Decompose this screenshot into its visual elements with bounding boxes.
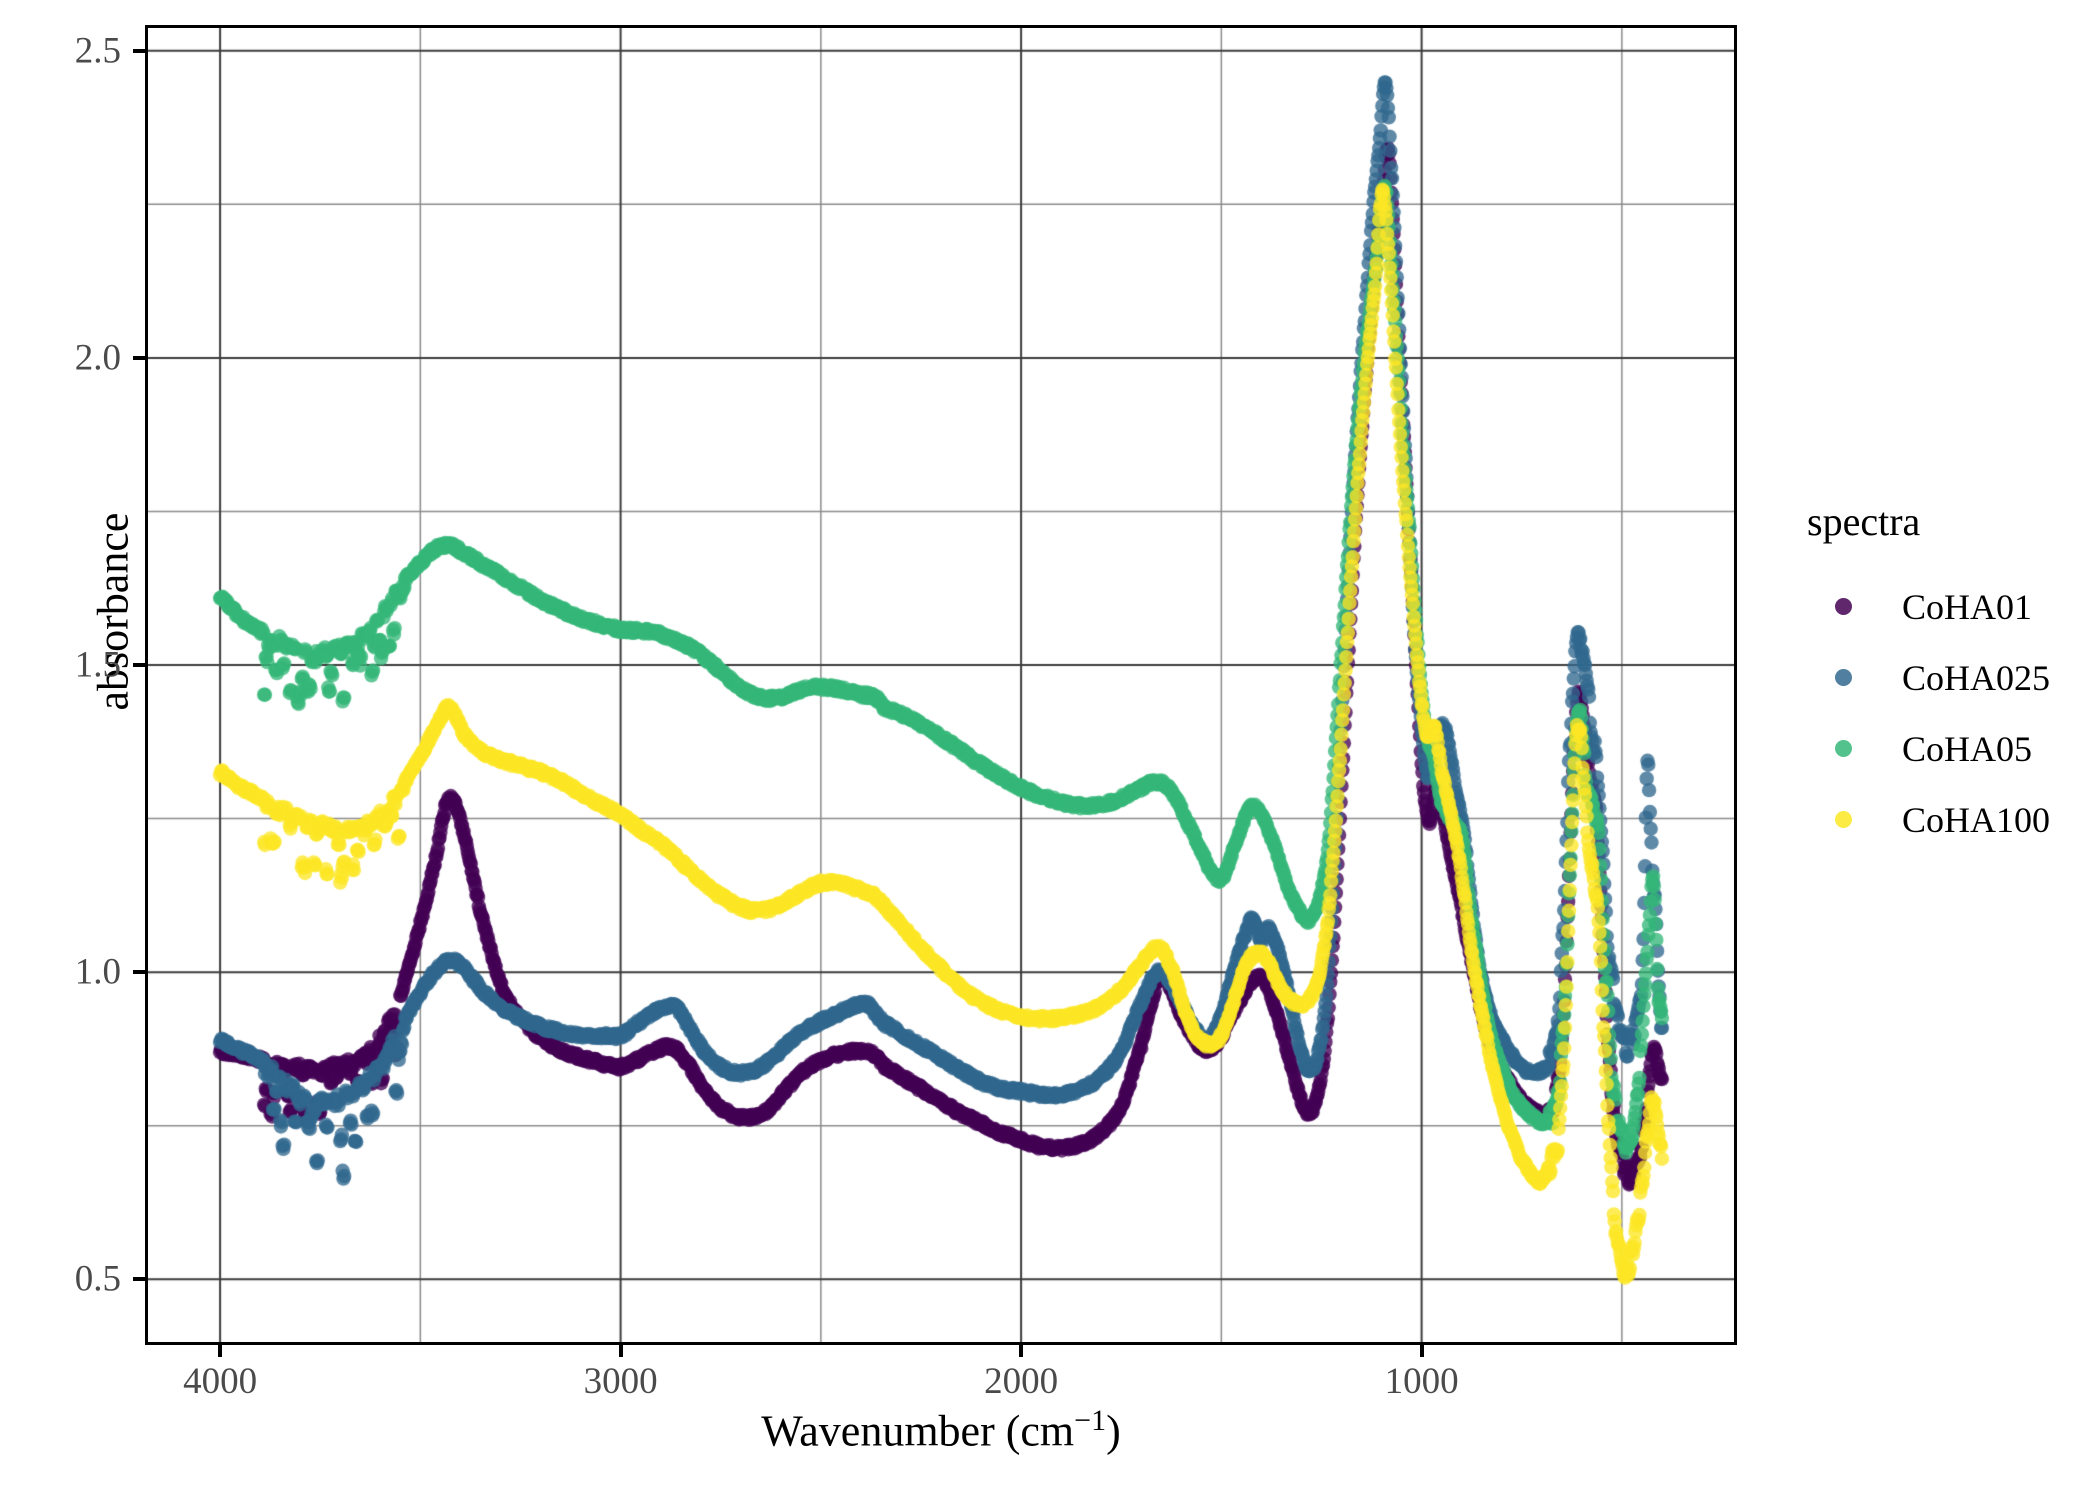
x-tick-mark bbox=[1019, 1345, 1024, 1357]
y-tick-mark bbox=[133, 1277, 145, 1282]
plot-panel bbox=[145, 25, 1737, 1345]
y-tick-label: 1.5 bbox=[74, 644, 121, 686]
y-tick-label: 1.0 bbox=[74, 951, 121, 993]
legend-key-dot-icon bbox=[1835, 669, 1852, 686]
y-tick-mark bbox=[133, 355, 145, 360]
x-axis-title: Wavenumber (cm−1) bbox=[761, 1404, 1120, 1457]
legend-item-coha100: CoHA100 bbox=[1807, 784, 2050, 855]
legend-title: spectra bbox=[1807, 499, 1921, 544]
legend-items: CoHA01 CoHA025 CoHA05 CoHA100 bbox=[1807, 571, 2050, 855]
legend-item-coha025: CoHA025 bbox=[1807, 642, 2050, 713]
legend-item-coha01: CoHA01 bbox=[1807, 571, 2050, 642]
legend-key-dot-icon bbox=[1835, 811, 1852, 828]
legend-item-label: CoHA100 bbox=[1902, 799, 2051, 840]
legend-key-dot-icon bbox=[1835, 598, 1852, 615]
x-axis-title-main: Wavenumber (cm bbox=[761, 1406, 1075, 1456]
legend-item-label: CoHA05 bbox=[1902, 728, 2033, 769]
x-tick-label: 1000 bbox=[1384, 1361, 1459, 1402]
x-tick-mark bbox=[618, 1345, 623, 1357]
x-tick-label: 4000 bbox=[183, 1361, 258, 1402]
x-axis-title-close: ) bbox=[1106, 1406, 1121, 1456]
y-tick-label: 2.5 bbox=[74, 30, 121, 72]
y-tick-mark bbox=[133, 48, 145, 53]
legend: spectra CoHA01 CoHA025 CoHA05 CoHA100 bbox=[1807, 498, 2050, 855]
legend-item-label: CoHA01 bbox=[1902, 586, 2033, 627]
y-tick-mark bbox=[133, 970, 145, 975]
x-axis-title-exponent: −1 bbox=[1074, 1404, 1107, 1437]
x-tick-mark bbox=[218, 1345, 223, 1357]
legend-key-dot-icon bbox=[1835, 740, 1852, 757]
x-tick-mark bbox=[1419, 1345, 1424, 1357]
y-tick-label: 2.0 bbox=[74, 337, 121, 379]
y-tick-label: 0.5 bbox=[74, 1258, 121, 1300]
x-tick-label: 2000 bbox=[984, 1361, 1059, 1402]
x-tick-label: 3000 bbox=[583, 1361, 658, 1402]
y-tick-mark bbox=[133, 663, 145, 668]
legend-item-label: CoHA025 bbox=[1902, 657, 2051, 698]
spectra-plot-canvas bbox=[148, 28, 1734, 1342]
legend-item-coha05: CoHA05 bbox=[1807, 713, 2050, 784]
